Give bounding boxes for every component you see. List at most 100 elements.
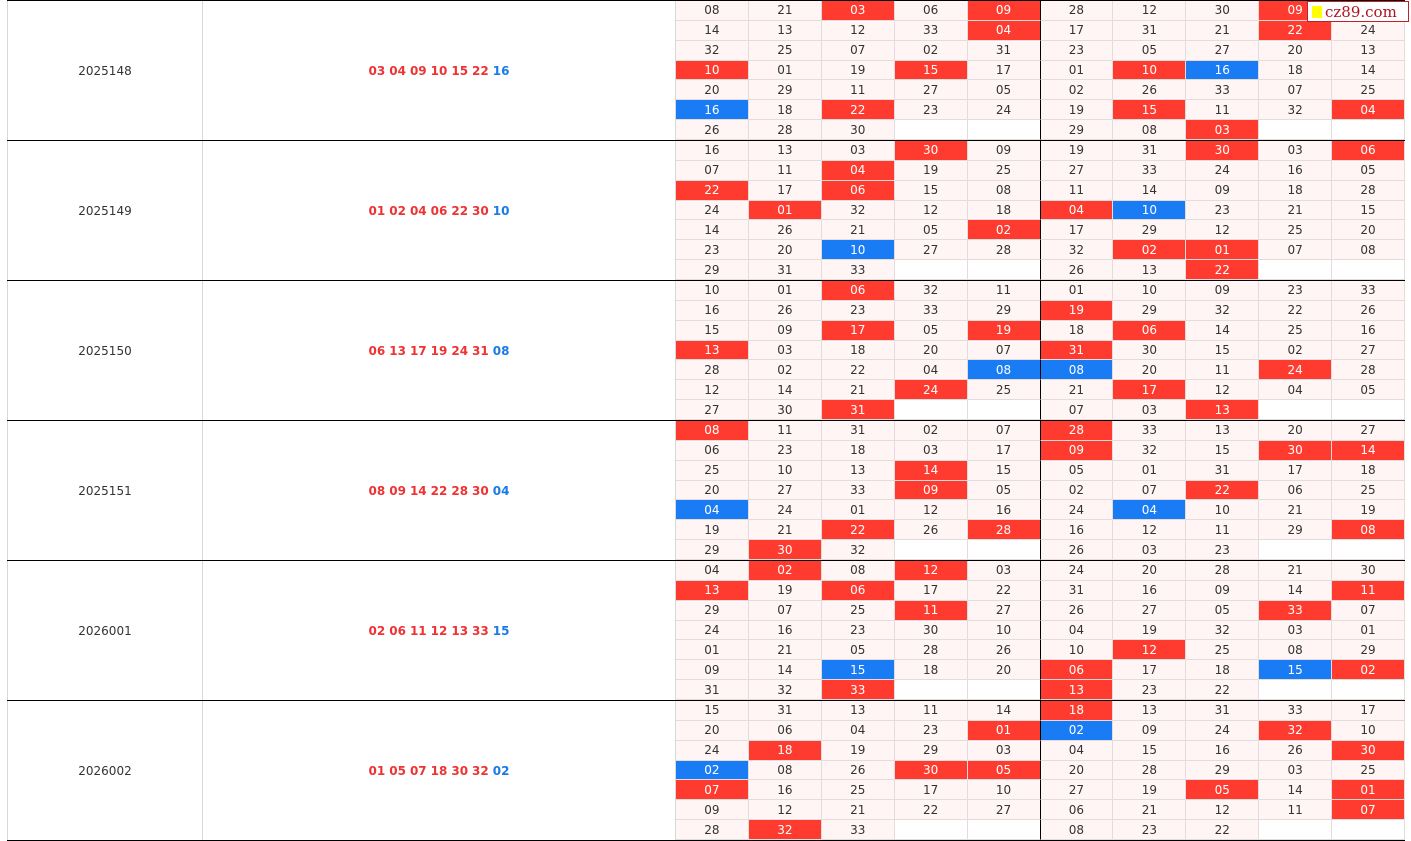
grid-cell: 27: [676, 400, 749, 420]
grid-cell: 33: [1332, 281, 1405, 301]
number-grid: 16 13 03 30 09 19 31 30 03 06 07 11 04 19 25 27 33 24 16 05…: [676, 141, 1405, 280]
grid-cell: 28: [967, 240, 1041, 261]
grid-cell: [967, 540, 1041, 560]
grid-cell: 07: [748, 600, 822, 621]
grid-cell: 22: [1186, 680, 1260, 700]
red-ball: 05: [389, 764, 406, 778]
red-ball: 32: [472, 764, 489, 778]
blue-ball: 08: [492, 344, 510, 358]
grid-cell: 23: [748, 440, 822, 461]
grid-cell: 19: [1040, 100, 1114, 121]
grid-cell: 05: [821, 640, 895, 661]
grid-cell: 11: [1186, 100, 1260, 121]
grid-cell: 18: [1332, 460, 1405, 481]
grid-cell: 05: [1332, 380, 1405, 401]
grid-cell: 15: [676, 320, 749, 341]
grid-cell: [1259, 260, 1333, 280]
grid-cell: 29: [894, 740, 968, 761]
grid-cell-red: 09: [1040, 440, 1114, 461]
grid-cell: 25: [1332, 80, 1405, 101]
grid-cell: 24: [1186, 160, 1260, 181]
grid-cell: 33: [1259, 701, 1333, 721]
site-logo[interactable]: cz89.com: [1307, 1, 1409, 22]
grid-cell: 09: [1186, 180, 1260, 201]
grid-cell: 23: [894, 100, 968, 121]
number-grid: 08 21 03 06 09 28 12 30 09 14 13 12 33 04 17 31 21 22 24 32…: [676, 1, 1405, 140]
grid-cell: 25: [1259, 220, 1333, 241]
grid-cell: 20: [676, 80, 749, 101]
grid-cell-red: 31: [821, 400, 895, 420]
red-ball: 09: [409, 64, 427, 78]
grid-cell: 32: [676, 40, 749, 61]
grid-cell: 29: [1186, 760, 1260, 781]
grid-cell: 02: [1259, 340, 1333, 361]
grid-cell: 11: [1186, 520, 1260, 541]
grid-cell: 15: [1332, 200, 1405, 221]
grid-cell: 16: [1259, 160, 1333, 181]
red-ball: 14: [409, 484, 427, 498]
grid-cell: [1332, 680, 1405, 700]
grid-cell: 25: [1259, 320, 1333, 341]
grid-cell: [1259, 820, 1333, 840]
grid-cell-blue: 16: [676, 100, 749, 121]
grid-cell: 01: [1040, 281, 1114, 301]
grid-cell: 19: [1113, 780, 1187, 801]
grid-cell: 29: [748, 80, 822, 101]
red-ball: 19: [430, 344, 448, 358]
grid-cell: 27: [748, 480, 822, 501]
grid-cell: 22: [821, 360, 895, 381]
red-ball: 22: [430, 484, 448, 498]
logo-text: cz89.com: [1325, 2, 1397, 21]
grid-cell: 25: [821, 780, 895, 801]
grid-cell: 11: [967, 281, 1041, 301]
red-ball: 31: [472, 344, 489, 358]
grid-cell-red: 09: [894, 480, 968, 501]
grid-cell-red: 13: [1040, 680, 1114, 700]
grid-cell: 13: [821, 460, 895, 481]
grid-cell: 19: [1040, 141, 1114, 161]
red-ball: 13: [451, 624, 469, 638]
issue-number: 2026002: [7, 701, 203, 840]
grid-cell: 23: [1040, 40, 1114, 61]
grid-cell: 17: [1040, 220, 1114, 241]
grid-cell-red: 04: [1332, 100, 1405, 121]
grid-cell-red: 07: [1332, 800, 1405, 821]
grid-cell-red: 11: [1332, 580, 1405, 601]
grid-cell: 12: [894, 500, 968, 521]
blue-ball: 10: [492, 204, 510, 218]
grid-cell: 03: [821, 141, 895, 161]
grid-cell: [967, 120, 1041, 140]
grid-cell: 10: [967, 780, 1041, 801]
grid-cell: 19: [1332, 500, 1405, 521]
draw-block: 2025149 01 02 04 06 22 30 10 16 13 03 30 09 19 31 30 03 0…: [7, 141, 1405, 281]
grid-cell-blue: 02: [1040, 720, 1114, 741]
red-ball: 13: [389, 344, 406, 358]
number-grid: 15 31 13 11 14 18 13 31 33 17 20 06 04 23 01 02 09 24 32 10…: [676, 701, 1405, 840]
issue-number: 2025149: [7, 141, 203, 280]
grid-cell: 07: [821, 40, 895, 61]
grid-cell-red: 15: [894, 60, 968, 81]
grid-cell-red: 05: [1186, 780, 1260, 801]
grid-cell: 16: [748, 780, 822, 801]
grid-cell: 32: [1186, 620, 1260, 641]
grid-cell: [894, 680, 968, 700]
grid-cell-blue: 16: [1186, 60, 1260, 81]
grid-cell: 09: [1186, 580, 1260, 601]
grid-cell: [894, 540, 968, 560]
draw-numbers: 06 13 17 19 24 31 08: [203, 281, 676, 420]
draw-block: 2025150 06 13 17 19 24 31 08 10 01 06 32 11 01 10 09 23 3…: [7, 281, 1405, 421]
grid-cell: 29: [967, 300, 1041, 321]
grid-cell: 20: [676, 480, 749, 501]
grid-cell: [967, 820, 1041, 840]
grid-cell: 33: [821, 480, 895, 501]
grid-cell-red: 13: [676, 340, 749, 361]
red-ball: 22: [472, 64, 489, 78]
grid-cell: 25: [1332, 480, 1405, 501]
grid-cell: [1259, 540, 1333, 560]
grid-cell: 06: [676, 440, 749, 461]
grid-cell: 04: [1259, 380, 1333, 401]
grid-cell-red: 01: [1186, 240, 1260, 261]
grid-cell: 25: [1186, 640, 1260, 661]
grid-cell: 25: [821, 600, 895, 621]
grid-cell: 08: [1040, 820, 1114, 840]
